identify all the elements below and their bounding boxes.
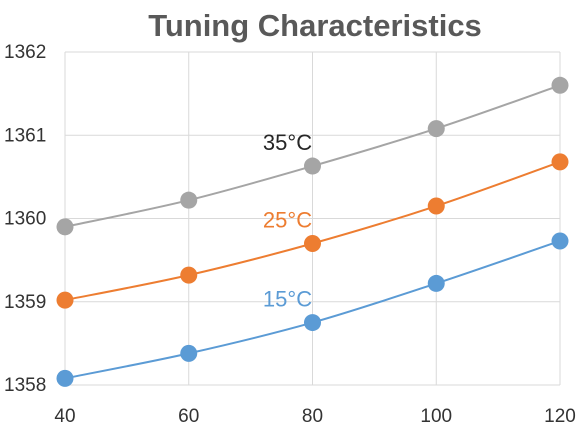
data-point [304,157,321,175]
axis-labels: 40 60 80 100 120 1358 1359 1360 1361 1362 [4,42,576,427]
series: 25°C [56,153,569,309]
series-label: 35°C [263,130,312,155]
data-point [180,191,198,209]
series: 35°C [56,76,569,236]
data-point [551,232,569,250]
x-tick-label: 100 [420,406,452,427]
y-tick-label: 1360 [4,209,46,230]
data-point [427,197,445,215]
data-point [56,218,74,236]
data-point [56,291,74,309]
x-tick-label: 40 [54,406,75,427]
x-tick-label: 60 [178,406,199,427]
data-point [551,76,569,94]
chart-title: Tuning Characteristics [148,8,482,43]
data-point [304,234,321,252]
series: 15°C [56,232,569,387]
data-point [427,274,445,292]
data-point [56,369,74,387]
data-point [180,344,198,362]
series-label: 25°C [263,207,312,232]
x-tick-label: 80 [302,406,323,427]
data-point [427,120,445,138]
x-tick-label: 120 [544,406,576,427]
series-label: 15°C [263,287,312,312]
series-group: 35°C 25°C 15°C [56,76,569,387]
y-tick-label: 1362 [4,42,46,63]
data-point [551,153,569,171]
y-tick-label: 1361 [4,125,46,146]
data-point [180,266,198,284]
grid [64,51,561,386]
y-tick-label: 1358 [4,375,46,396]
data-point [304,314,321,332]
y-tick-label: 1359 [4,292,46,313]
